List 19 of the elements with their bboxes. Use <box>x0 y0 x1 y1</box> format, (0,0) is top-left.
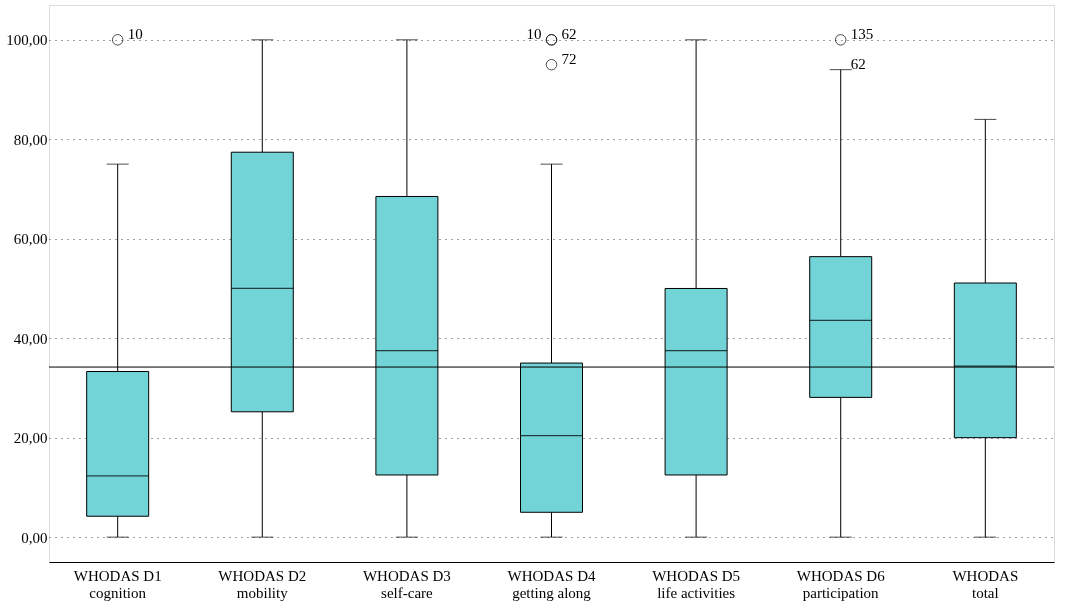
x-tick-label: WHODAS D1 cognition <box>73 567 162 601</box>
annotation: 62 <box>850 55 866 72</box>
y-tick-label: 0,00 <box>21 529 48 546</box>
x-tick-label: WHODAS D5 life activities <box>652 567 741 601</box>
y-tick-label: 60,00 <box>13 231 48 248</box>
x-tick-label: WHODAS D3 self-care <box>362 567 451 601</box>
y-tick-label: 100,00 <box>6 32 48 49</box>
y-tick-label: 20,00 <box>13 430 48 447</box>
annotation: 10 <box>526 25 542 42</box>
x-tick-label: WHODAS D4 getting along <box>507 567 596 601</box>
y-tick-label: 40,00 <box>13 330 48 347</box>
annotation: 135 <box>850 25 874 42</box>
x-tick-label: WHODAS D2 mobility <box>218 567 307 601</box>
x-tick-label: WHODAS D6 participation <box>796 567 886 601</box>
y-tick-label: 80,00 <box>13 131 48 148</box>
annotation: 10 <box>127 25 143 42</box>
annotation: 72 <box>561 50 577 67</box>
annotation: 62 <box>561 25 577 42</box>
x-tick-label: WHODAS total <box>952 567 1019 601</box>
